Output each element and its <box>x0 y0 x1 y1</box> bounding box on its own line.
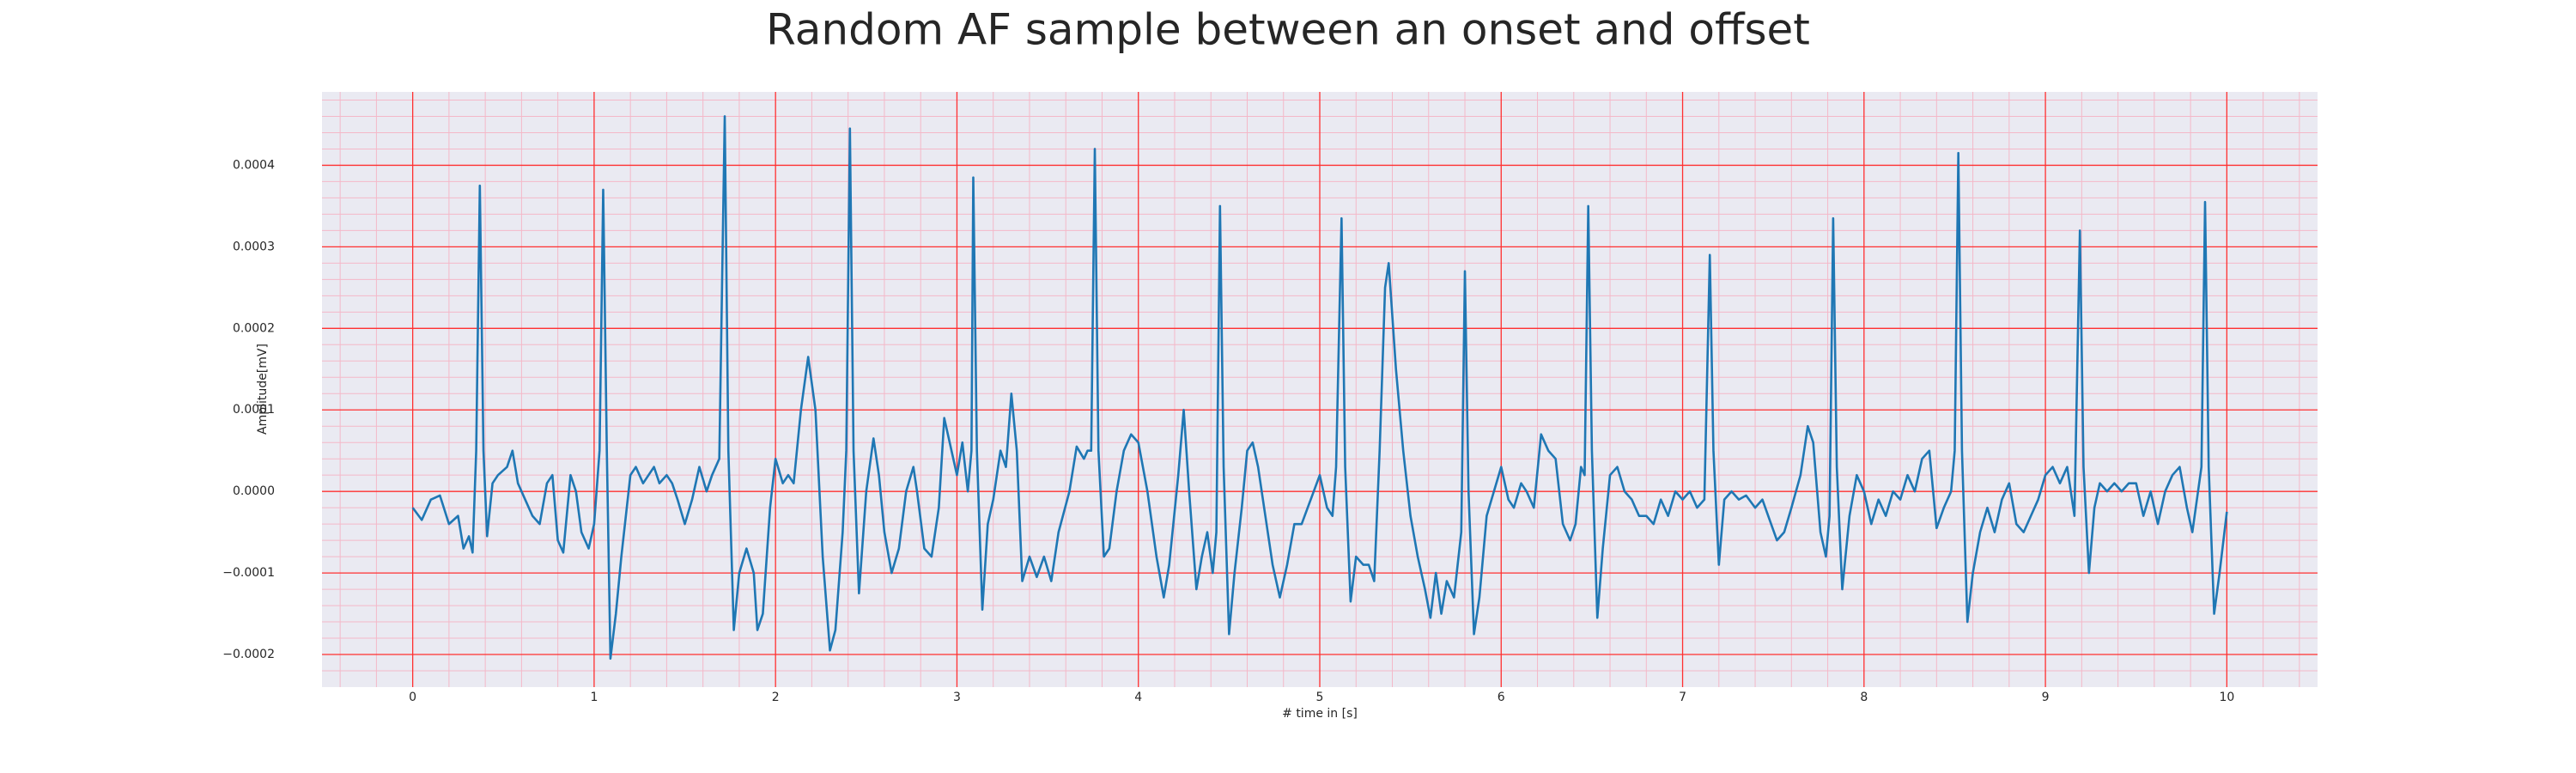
x-tick-label: 10 <box>2219 691 2234 704</box>
y-tick-label: 0.0003 <box>233 240 275 253</box>
x-tick-label: 3 <box>953 691 961 704</box>
x-tick-label: 7 <box>1679 691 1686 704</box>
y-tick-label: 0.0004 <box>233 158 275 172</box>
x-tick-label: 6 <box>1498 691 1505 704</box>
y-tick-label: −0.0002 <box>222 648 275 661</box>
x-tick-label: 5 <box>1316 691 1324 704</box>
x-tick-label: 4 <box>1134 691 1142 704</box>
x-tick-label: 9 <box>2042 691 2050 704</box>
y-tick-label: 0.0002 <box>233 321 275 335</box>
signal-line <box>411 115 2228 660</box>
y-axis-label: Amplitude[mV] <box>256 344 270 435</box>
x-tick-label: 2 <box>772 691 780 704</box>
y-tick-label: −0.0001 <box>222 566 275 580</box>
chart-title: Random AF sample between an onset and of… <box>766 5 1810 55</box>
y-tick-label: 0.0000 <box>233 484 275 498</box>
x-tick-label: 0 <box>409 691 416 704</box>
y-tick-label: 0.0001 <box>233 403 275 417</box>
x-tick-label: 8 <box>1860 691 1868 704</box>
x-tick-label: 1 <box>590 691 598 704</box>
x-axis-label: # time in [s] <box>1282 707 1358 721</box>
